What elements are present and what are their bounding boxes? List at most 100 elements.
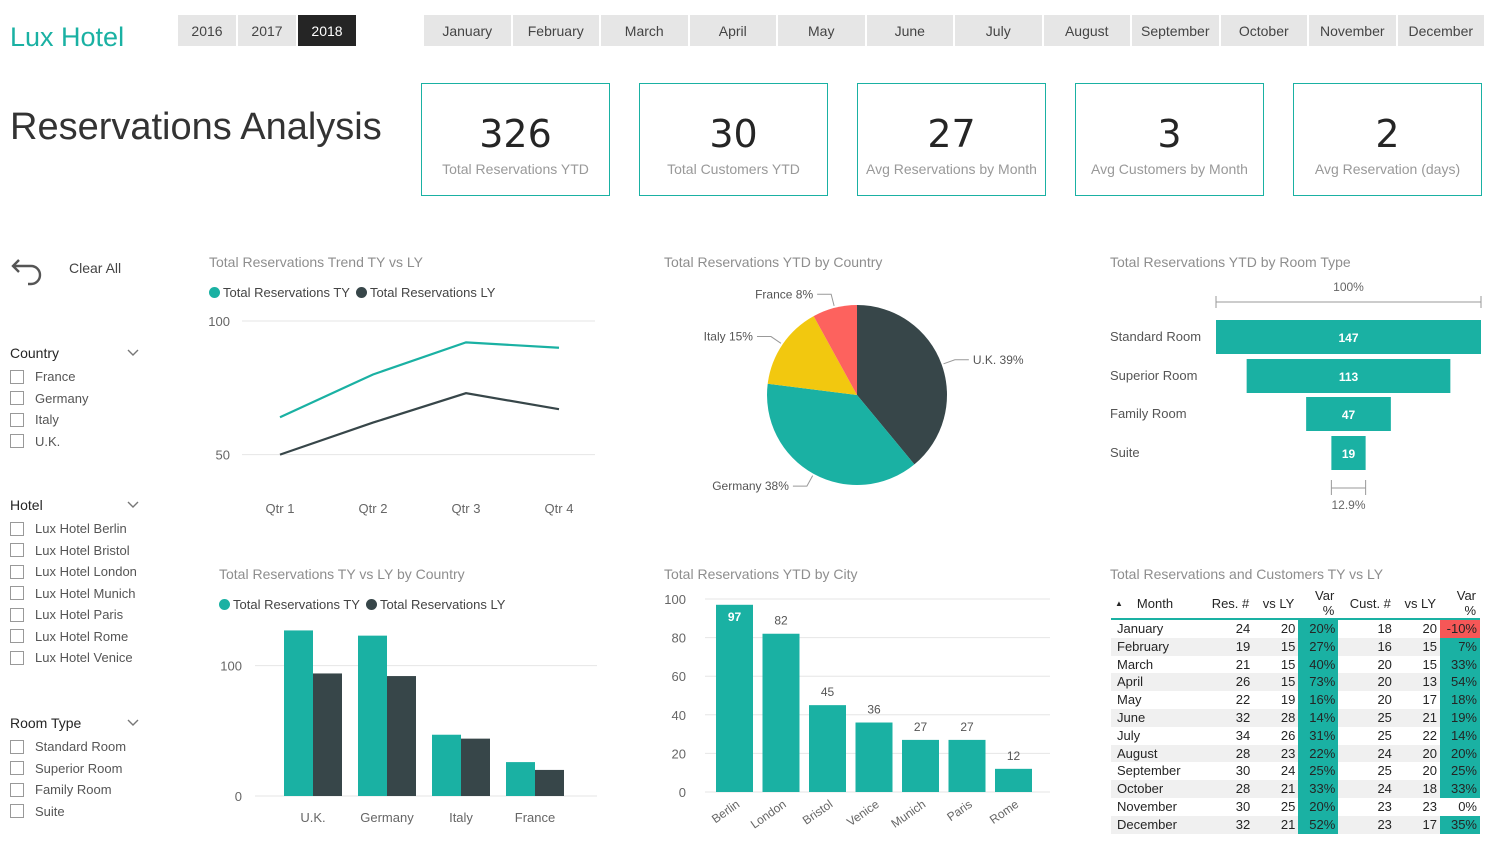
kpi-value: 326 [479, 112, 552, 156]
month-cell: September [1117, 763, 1181, 779]
hotel-option[interactable]: Lux Hotel Bristol [10, 540, 140, 562]
filter-title: Country [10, 345, 60, 361]
room-type-option[interactable]: Family Room [10, 779, 140, 801]
bar-ty [506, 762, 535, 796]
x-tick-label: Paris [944, 797, 974, 824]
x-tick-label: Munich [888, 797, 928, 831]
room-type-option[interactable]: Superior Room [10, 758, 140, 780]
table-cell: 20 [1422, 621, 1437, 636]
column-header[interactable]: Res. # [1211, 595, 1250, 611]
checkbox[interactable] [10, 629, 24, 644]
pie-label: France 8% [755, 287, 813, 301]
month-button-september[interactable]: September [1132, 15, 1219, 46]
funnel-chart-title: Total Reservations YTD by Room Type [1110, 254, 1351, 270]
year-button-2018[interactable]: 2018 [298, 15, 356, 46]
room-type-option[interactable]: Suite [10, 801, 140, 823]
column-header[interactable]: vs LY [1262, 595, 1295, 611]
y-tick-label: 60 [672, 669, 686, 684]
table-cell: 0% [1458, 798, 1477, 814]
country-option[interactable]: France [10, 366, 140, 388]
legend-item-ly: Total Reservations LY [355, 285, 495, 300]
table-cell: 35% [1440, 815, 1480, 834]
country-option[interactable]: Germany [10, 388, 140, 410]
table-cell: 18 [1394, 780, 1440, 798]
legend-dot-icon [365, 599, 377, 610]
series-line-ty [279, 341, 560, 419]
month-button-january[interactable]: January [424, 15, 511, 46]
checkbox[interactable] [10, 543, 24, 558]
month-button-february[interactable]: February [512, 15, 599, 46]
hotel-option[interactable]: Lux Hotel Munich [10, 583, 140, 605]
checkbox[interactable] [10, 761, 24, 776]
column-header[interactable]: vs LY [1404, 595, 1436, 611]
month-cell: November [1117, 798, 1177, 814]
month-button-october[interactable]: October [1220, 15, 1307, 46]
month-cell: June [1111, 708, 1201, 727]
option-label: Lux Hotel Paris [35, 607, 124, 623]
month-button-march[interactable]: March [601, 15, 688, 46]
month-button-august[interactable]: August [1043, 15, 1130, 46]
filter-title: Room Type [10, 715, 82, 731]
pie-leader-line [943, 359, 969, 365]
table-cell: 21 [1235, 656, 1251, 672]
country-option[interactable]: U.K. [10, 431, 140, 453]
table-cell: 23 [1377, 798, 1392, 814]
checkbox[interactable] [10, 586, 24, 601]
table-cell: 24 [1280, 763, 1296, 779]
column-header[interactable]: Var % [1456, 588, 1476, 618]
checkbox[interactable] [10, 369, 24, 384]
month-button-july[interactable]: July [955, 15, 1042, 46]
hotel-option[interactable]: Lux Hotel Venice [10, 647, 140, 669]
table-cell: 28 [1201, 744, 1254, 763]
hotel-option[interactable]: Lux Hotel Rome [10, 626, 140, 648]
city-bar-chart: 0 20 40 60 80 100 97 Berlin 82 London 45 Bristol 36 V… [664, 592, 1050, 831]
month-button-may[interactable]: May [778, 15, 865, 46]
country-option[interactable]: Italy [10, 409, 140, 431]
room-type-option[interactable]: Standard Room [10, 736, 140, 758]
table-cell: 16% [1298, 691, 1339, 709]
checkbox[interactable] [10, 412, 24, 427]
month-button-april[interactable]: April [689, 15, 776, 46]
column-header[interactable]: ▲ Month [1115, 595, 1174, 611]
checkbox[interactable] [10, 391, 24, 406]
checkbox[interactable] [10, 607, 24, 622]
table-cell: 20% [1298, 619, 1339, 638]
country-filter-header[interactable]: Country [10, 345, 140, 361]
city-bar [902, 739, 939, 792]
bar-ly [535, 769, 564, 796]
table-cell: 22 [1235, 692, 1251, 708]
column-header[interactable]: Var % [1315, 588, 1335, 618]
checkbox[interactable] [10, 521, 24, 536]
hotel-filter-header[interactable]: Hotel [10, 497, 140, 513]
checkbox[interactable] [10, 804, 24, 819]
legend-label: Total Reservations TY [233, 597, 360, 612]
checkbox[interactable] [10, 650, 24, 665]
month-button-december[interactable]: December [1397, 15, 1484, 46]
checkbox[interactable] [10, 782, 24, 797]
funnel-bar [1216, 320, 1481, 354]
hotel-option[interactable]: Lux Hotel Berlin [10, 518, 140, 540]
checkbox[interactable] [10, 564, 24, 579]
clear-all-label: Clear All [69, 260, 122, 276]
country-pie-chart: U.K. 39% Germany 38% Italy 15% France 8% [704, 287, 1024, 493]
data-label: 97 [728, 610, 742, 624]
funnel-category-label: Standard Room [1110, 329, 1201, 344]
table-cell: 18% [1440, 691, 1480, 709]
column-header[interactable]: Cust. # [1349, 595, 1391, 611]
country-filter: Country France Germany Italy U.K. [10, 345, 140, 452]
year-button-2016[interactable]: 2016 [178, 15, 236, 46]
hotel-option[interactable]: Lux Hotel London [10, 561, 140, 583]
month-button-november[interactable]: November [1309, 15, 1396, 46]
year-button-2017[interactable]: 2017 [238, 15, 296, 46]
clear-all-button[interactable]: Clear All [10, 250, 121, 286]
x-tick-label: Qtr 3 [452, 501, 481, 516]
kpi-card-avg-reservations: 27 Avg Reservations by Month [857, 83, 1046, 196]
checkbox[interactable] [10, 434, 24, 449]
month-button-june[interactable]: June [866, 15, 953, 46]
kpi-card-avg-customers: 3 Avg Customers by Month [1075, 83, 1264, 196]
kpi-value: 27 [927, 112, 976, 156]
y-tick-label: 0 [235, 789, 242, 804]
room-type-filter-header[interactable]: Room Type [10, 715, 140, 731]
hotel-option[interactable]: Lux Hotel Paris [10, 604, 140, 626]
checkbox[interactable] [10, 739, 24, 754]
